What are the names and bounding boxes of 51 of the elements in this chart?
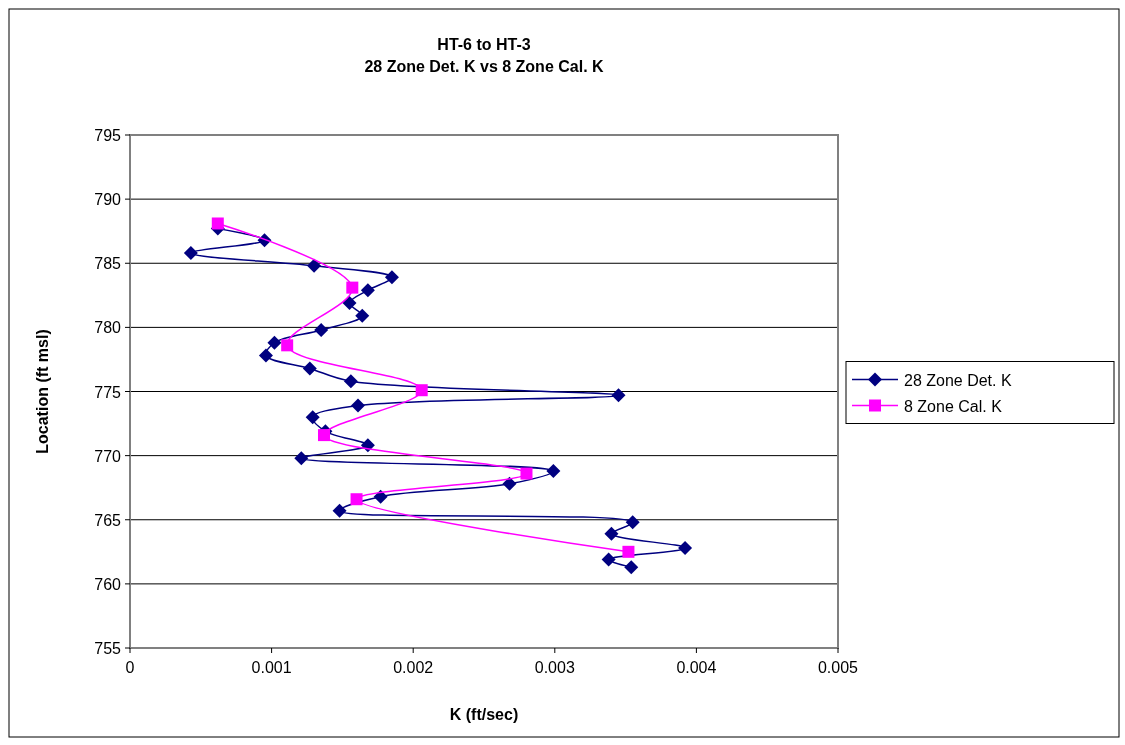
point bbox=[332, 503, 347, 518]
point bbox=[314, 322, 329, 337]
point bbox=[360, 283, 375, 298]
y-tick-label: 785 bbox=[94, 255, 122, 273]
y-axis-title: Location (ft msl) bbox=[34, 329, 51, 454]
point bbox=[355, 308, 370, 323]
y-tick-label: 770 bbox=[94, 447, 122, 465]
point bbox=[611, 388, 626, 403]
x-tick-label: 0.003 bbox=[534, 659, 575, 676]
point bbox=[520, 467, 533, 480]
legend-label: 28 Zone Det. K bbox=[904, 371, 1012, 389]
y-tick-label: 795 bbox=[94, 127, 122, 144]
x-tick-label: 0.001 bbox=[251, 659, 292, 676]
point bbox=[183, 245, 198, 260]
point bbox=[281, 339, 294, 352]
point bbox=[258, 348, 273, 363]
point bbox=[343, 374, 358, 389]
point bbox=[350, 398, 365, 413]
point bbox=[678, 540, 693, 555]
x-tick-label: 0 bbox=[125, 659, 135, 676]
point bbox=[384, 270, 399, 285]
point bbox=[622, 545, 635, 558]
y-tick-label: 790 bbox=[94, 191, 122, 209]
point bbox=[294, 451, 309, 466]
y-tick-label: 765 bbox=[94, 511, 122, 529]
point bbox=[415, 384, 428, 397]
y-tick-label: 780 bbox=[94, 319, 122, 337]
legend-label: 8 Zone Cal. K bbox=[904, 397, 1003, 415]
point bbox=[624, 560, 639, 575]
point bbox=[350, 493, 363, 506]
point bbox=[305, 410, 320, 425]
x-tick-label: 0.002 bbox=[393, 659, 434, 676]
point bbox=[601, 552, 616, 567]
y-tick-label: 775 bbox=[94, 383, 122, 401]
point bbox=[625, 515, 640, 530]
x-tick-label: 0.004 bbox=[676, 659, 717, 676]
point bbox=[307, 258, 322, 273]
point bbox=[604, 526, 619, 541]
y-tick-label: 760 bbox=[94, 575, 122, 593]
point bbox=[317, 429, 330, 442]
chart-title: HT-6 to HT-3 28 Zone Det. K vs 8 Zone Cal. K bbox=[364, 36, 605, 75]
point bbox=[346, 281, 359, 294]
y-tick-label: 755 bbox=[94, 640, 122, 657]
x-tick-label: 0.005 bbox=[817, 659, 859, 676]
x-axis-title: K (ft/sec) bbox=[449, 706, 519, 723]
point bbox=[302, 361, 317, 376]
point bbox=[373, 489, 388, 504]
point bbox=[267, 335, 282, 350]
point bbox=[546, 464, 561, 479]
point bbox=[211, 217, 224, 230]
point bbox=[502, 476, 517, 491]
